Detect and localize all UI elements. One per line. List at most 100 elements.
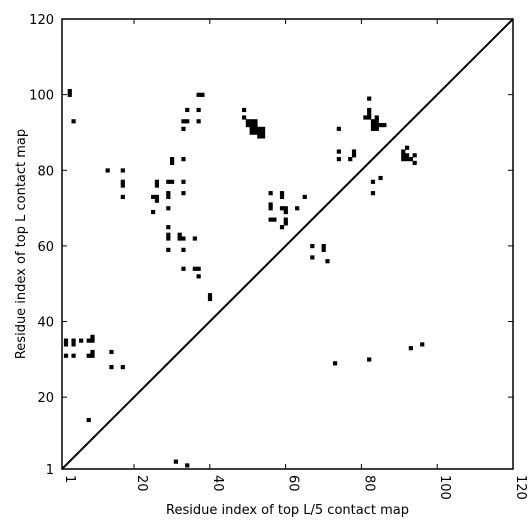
contact-point bbox=[279, 191, 285, 196]
contact-point bbox=[321, 247, 326, 252]
contact-point bbox=[170, 179, 175, 184]
contact-point bbox=[401, 157, 406, 162]
contact-point bbox=[120, 365, 125, 370]
contact-point bbox=[260, 126, 266, 131]
contact-point bbox=[154, 194, 160, 200]
contact-point bbox=[260, 130, 266, 135]
contact-point bbox=[200, 92, 205, 97]
contact-point bbox=[166, 232, 171, 237]
contact-point bbox=[283, 206, 288, 211]
contact-point bbox=[401, 153, 406, 158]
contact-point bbox=[370, 126, 376, 131]
contact-point bbox=[166, 247, 171, 252]
contact-point bbox=[249, 130, 254, 135]
contact-point bbox=[401, 149, 406, 154]
plot-frame bbox=[61, 18, 514, 470]
contact-point bbox=[325, 259, 330, 264]
y-axis-title: Residue index of top L contact map bbox=[14, 129, 29, 359]
contact-point bbox=[374, 115, 379, 120]
contact-point bbox=[63, 342, 69, 347]
contact-point bbox=[170, 157, 175, 162]
x-tick-label: 80 bbox=[361, 475, 376, 492]
contact-point bbox=[185, 463, 190, 468]
contact-point bbox=[283, 221, 288, 226]
contact-point bbox=[253, 119, 258, 124]
contact-point bbox=[181, 157, 186, 162]
contact-point bbox=[363, 115, 368, 120]
contact-point bbox=[86, 353, 91, 358]
contact-point bbox=[367, 115, 372, 120]
contact-point bbox=[177, 232, 182, 237]
contact-point bbox=[336, 157, 341, 162]
contact-point bbox=[253, 126, 258, 131]
contact-point bbox=[154, 183, 160, 188]
y-tick-label: 40 bbox=[37, 316, 54, 331]
x-axis-title: Residue index of top L/5 contact map bbox=[166, 503, 409, 518]
contact-point bbox=[283, 217, 288, 222]
contact-point bbox=[173, 459, 178, 464]
contact-point bbox=[185, 107, 190, 113]
y-tick-label: 20 bbox=[37, 391, 54, 406]
diagonal-line bbox=[61, 18, 514, 470]
contact-point bbox=[63, 353, 69, 358]
contact-point bbox=[109, 365, 114, 370]
contact-point bbox=[257, 126, 262, 131]
contact-point bbox=[154, 179, 160, 184]
contact-point bbox=[268, 202, 273, 207]
contact-point bbox=[302, 194, 307, 200]
contact-point bbox=[79, 338, 84, 343]
contact-point bbox=[196, 266, 201, 271]
contact-point bbox=[151, 194, 156, 200]
contact-point bbox=[242, 115, 247, 120]
y-tick-label: 60 bbox=[37, 240, 54, 255]
contact-point bbox=[351, 153, 357, 158]
contact-point bbox=[177, 236, 182, 241]
contact-point bbox=[253, 130, 258, 135]
contact-point bbox=[245, 122, 250, 128]
contact-point bbox=[120, 168, 125, 173]
contact-point bbox=[249, 126, 254, 131]
contact-point bbox=[404, 145, 410, 150]
contact-point bbox=[332, 361, 338, 366]
contact-point bbox=[279, 194, 285, 200]
contact-point bbox=[370, 122, 376, 128]
contact-point bbox=[378, 175, 383, 181]
contact-point bbox=[151, 209, 156, 215]
contact-point bbox=[249, 119, 254, 124]
x-tick-label: 20 bbox=[134, 475, 149, 492]
contact-point bbox=[268, 206, 273, 211]
contact-point bbox=[374, 126, 379, 131]
y-tick-label: 100 bbox=[29, 89, 54, 104]
contact-point bbox=[109, 349, 114, 355]
contact-point bbox=[181, 266, 186, 271]
contact-point bbox=[408, 346, 413, 351]
contact-point bbox=[257, 130, 262, 135]
contact-point bbox=[367, 96, 372, 101]
contact-point bbox=[249, 122, 254, 128]
contact-point bbox=[170, 160, 175, 165]
contact-point bbox=[370, 179, 376, 184]
contact-point bbox=[90, 349, 95, 355]
contact-point bbox=[245, 119, 250, 124]
contact-point bbox=[86, 417, 91, 423]
contact-point bbox=[120, 183, 125, 188]
contact-point bbox=[348, 157, 353, 162]
contact-point bbox=[374, 122, 379, 128]
contact-point bbox=[63, 338, 69, 343]
contact-point bbox=[185, 119, 190, 124]
contact-point bbox=[367, 111, 372, 116]
contact-point bbox=[404, 153, 410, 158]
contact-point bbox=[412, 160, 417, 165]
contact-point bbox=[412, 153, 417, 158]
contact-point bbox=[166, 194, 171, 200]
contact-point bbox=[336, 149, 341, 154]
contact-point bbox=[321, 244, 326, 249]
contact-point bbox=[105, 168, 110, 173]
contact-point bbox=[279, 206, 285, 211]
x-tick-label: 120 bbox=[513, 475, 528, 500]
contact-point bbox=[71, 342, 76, 347]
contact-point bbox=[181, 236, 186, 241]
contact-point bbox=[310, 255, 315, 260]
contact-point bbox=[253, 122, 258, 128]
contact-point bbox=[166, 225, 171, 230]
